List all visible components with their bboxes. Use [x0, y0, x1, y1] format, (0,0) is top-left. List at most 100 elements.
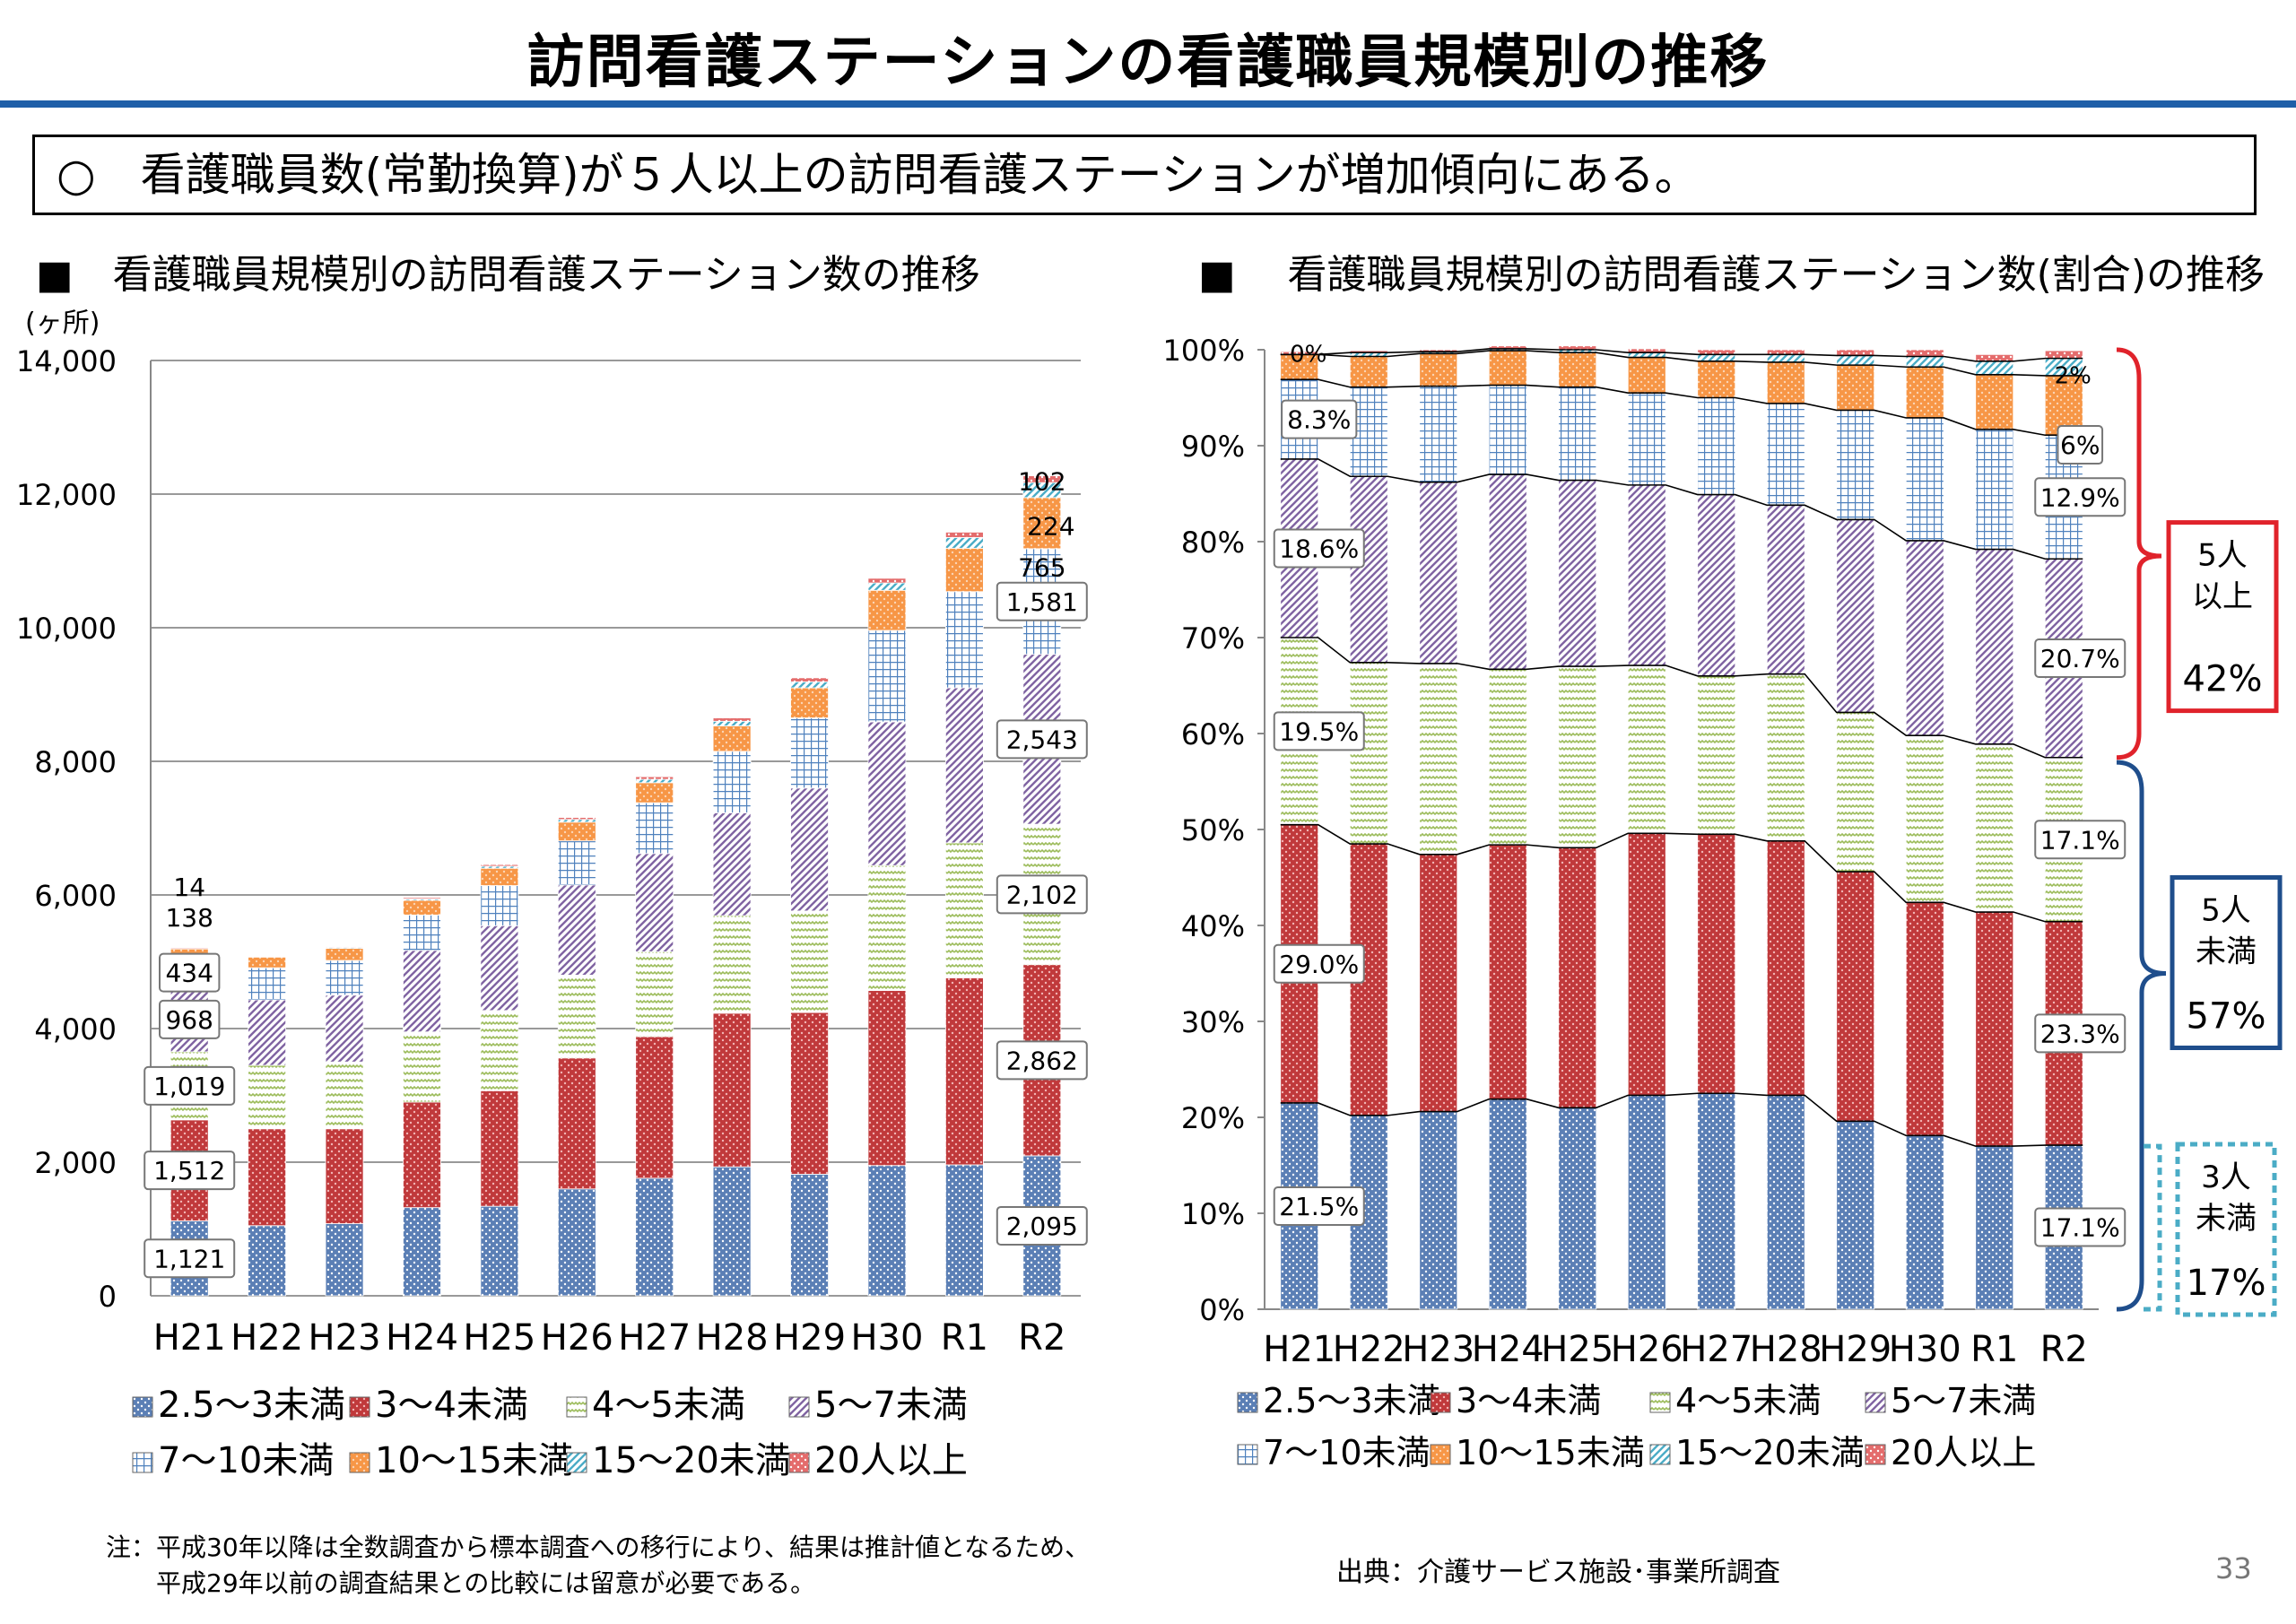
bar-segment: [944, 842, 984, 978]
legend-swatch: [1865, 1444, 1886, 1465]
legend-label: 20人以上: [814, 1440, 968, 1481]
legend-swatch: [1237, 1392, 1258, 1413]
bar-segment: [867, 578, 907, 584]
series-connector: [1280, 348, 2083, 362]
bar-segment: [248, 967, 287, 1001]
bar-segment: [480, 1010, 519, 1091]
bar-segment: [557, 819, 596, 823]
annotation-value: 17%: [2187, 1263, 2266, 1304]
bar-segment: [1558, 352, 1597, 388]
x-tick-label: R2: [2040, 1329, 2088, 1370]
legend-item: 20人以上: [1865, 1433, 2036, 1472]
bar-segment: [480, 1090, 519, 1207]
y-tick-label: 30%: [1181, 1005, 1245, 1039]
bar-segment: [557, 821, 596, 842]
bar-segment: [480, 885, 519, 926]
bar-segment: [325, 1223, 364, 1297]
y-tick-label: 60%: [1181, 717, 1245, 751]
bar-segment: [1349, 475, 1388, 664]
data-label-box: [996, 581, 1088, 621]
bar-segment: [1022, 497, 1062, 550]
legend-item: 10～15未満: [1430, 1433, 1645, 1472]
bar-segment: [790, 717, 829, 789]
data-label: 765: [1018, 553, 1065, 583]
data-label: 6%: [2060, 430, 2100, 460]
bar-segment: [1558, 665, 1597, 848]
x-tick-label: H27: [618, 1317, 691, 1359]
bar-segment: [1975, 429, 2014, 550]
legend-item: 2.5～3未満: [1237, 1381, 1441, 1420]
bar-segment: [1905, 540, 1944, 736]
bar-segment: [325, 1128, 364, 1224]
x-tick-label: H23: [309, 1317, 381, 1359]
data-label: 2,095: [1006, 1211, 1078, 1241]
bar-segment: [557, 1057, 596, 1190]
bar-segment: [1419, 663, 1458, 855]
bar-segment: [1766, 673, 1805, 842]
data-label: 18.6%: [1279, 534, 1359, 564]
bar-segment: [325, 946, 364, 948]
data-label-box: [144, 1151, 236, 1191]
data-label-box: [996, 719, 1088, 760]
bar-segment: [403, 1031, 441, 1103]
bar-segment: [1905, 356, 1944, 368]
bracket-under-3: [2144, 1143, 2162, 1312]
x-tick-label: H26: [1611, 1329, 1683, 1370]
bar-segment: [1558, 847, 1597, 1108]
bar-segment: [403, 914, 441, 951]
bar-segment: [1697, 397, 1736, 495]
bar-segment: [1022, 475, 1062, 483]
bar-segment: [480, 925, 519, 1012]
bar-segment: [1836, 871, 1875, 1122]
right-chart-heading: ■ 看護職員規模別の訪問看護ステーション数(割合)の推移: [1198, 252, 2266, 298]
bar-segment: [1419, 386, 1458, 483]
data-label: 102: [1018, 467, 1065, 497]
legend-swatch: [1865, 1392, 1886, 1413]
bar-segment: [1905, 349, 1944, 357]
footnote-line-2: 平成29年以前の調査結果との比較には留意が必要である。: [106, 1568, 816, 1598]
bar-segment: [1836, 364, 1875, 411]
legend-swatch: [1649, 1444, 1671, 1465]
bar-segment: [557, 975, 596, 1059]
bar-segment: [1627, 357, 1666, 394]
bar-segment: [867, 721, 907, 866]
y-tick-label: 8,000: [34, 745, 117, 779]
data-label: 1,019: [153, 1072, 225, 1101]
bar-segment: [1697, 349, 1736, 355]
bar-segment: [557, 884, 596, 976]
bar-segment: [1905, 417, 1944, 542]
bar-segment: [1558, 1107, 1597, 1310]
bar-segment: [867, 990, 907, 1167]
title-rule: [0, 100, 2296, 108]
bar-segment: [1419, 482, 1458, 664]
data-label: 8.3%: [1287, 405, 1351, 435]
legend-swatch: [1237, 1444, 1258, 1465]
annotation-box: [2170, 875, 2283, 1050]
x-tick-label: H25: [463, 1317, 535, 1359]
bar-segment: [1905, 1134, 1944, 1310]
bar-segment: [1627, 392, 1666, 486]
bar-segment: [790, 677, 829, 682]
bar-segment: [712, 717, 752, 722]
bar-segment: [325, 994, 364, 1063]
data-label-box: [2034, 820, 2126, 860]
x-tick-label: H25: [1541, 1329, 1613, 1370]
bar-segment: [1488, 473, 1527, 670]
bracket-5-or-more: [2116, 347, 2162, 760]
bar-segment: [248, 999, 287, 1066]
legend-item: 15～20未満: [1649, 1433, 1865, 1472]
bar-segment: [867, 1165, 907, 1297]
legend-label: 20人以上: [1891, 1433, 2036, 1472]
bar-segment: [1766, 361, 1805, 404]
data-label: 17.1%: [2040, 1213, 2120, 1243]
bar-segment: [403, 897, 441, 899]
legend-label: 5～7未満: [814, 1385, 968, 1426]
bar-segment: [635, 1036, 674, 1179]
bar-segment: [635, 802, 674, 855]
bar-segment: [944, 1164, 984, 1297]
bar-segment: [867, 589, 907, 631]
annotation: 5人以上 42%: [2166, 520, 2279, 714]
legend-label: 4～5未満: [592, 1385, 745, 1426]
data-label-box: [1273, 711, 1365, 751]
bar-segment: [403, 899, 441, 916]
